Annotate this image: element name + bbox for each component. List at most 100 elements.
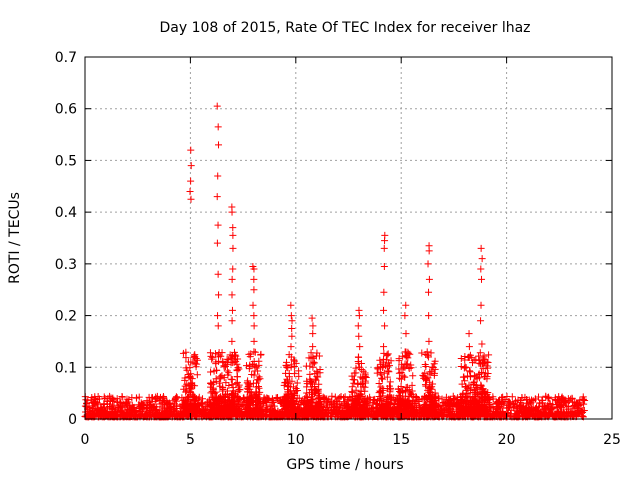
x-tick-label: 25 bbox=[603, 432, 621, 448]
data-point bbox=[377, 360, 385, 368]
data-point bbox=[419, 410, 427, 418]
data-point bbox=[457, 354, 465, 362]
data-point bbox=[479, 394, 487, 402]
data-point bbox=[348, 392, 356, 400]
data-point bbox=[357, 387, 365, 395]
data-point bbox=[123, 395, 131, 403]
data-point bbox=[191, 353, 199, 361]
data-point bbox=[284, 393, 292, 401]
data-point bbox=[155, 412, 163, 420]
data-point bbox=[223, 387, 231, 395]
data-point bbox=[479, 354, 487, 362]
data-points bbox=[81, 102, 589, 421]
data-point bbox=[142, 405, 150, 413]
data-point bbox=[147, 411, 155, 419]
data-point bbox=[114, 403, 122, 411]
data-point bbox=[539, 396, 547, 404]
data-point bbox=[424, 260, 432, 268]
data-point bbox=[130, 404, 138, 412]
data-point bbox=[352, 364, 360, 372]
data-point bbox=[143, 397, 151, 405]
data-point bbox=[403, 397, 411, 405]
data-point bbox=[424, 353, 432, 361]
data-point bbox=[214, 322, 222, 330]
data-point bbox=[224, 356, 232, 364]
data-point bbox=[255, 357, 263, 365]
data-point bbox=[214, 123, 222, 131]
data-point bbox=[423, 351, 431, 359]
data-point bbox=[384, 350, 392, 358]
data-point bbox=[566, 409, 574, 417]
x-tick-label: 20 bbox=[498, 432, 516, 448]
data-point bbox=[249, 379, 257, 387]
data-point bbox=[91, 398, 99, 406]
data-point bbox=[118, 408, 126, 416]
data-point bbox=[516, 402, 524, 410]
data-point bbox=[349, 376, 357, 384]
data-point bbox=[385, 368, 393, 376]
data-point bbox=[427, 392, 435, 400]
data-point bbox=[396, 374, 404, 382]
data-point bbox=[287, 343, 295, 351]
data-point bbox=[225, 369, 233, 377]
data-point bbox=[498, 411, 506, 419]
data-point bbox=[383, 373, 391, 381]
data-point bbox=[383, 351, 391, 359]
data-point bbox=[485, 351, 493, 359]
data-point bbox=[375, 380, 383, 388]
data-point bbox=[330, 403, 338, 411]
plot-frame bbox=[84, 56, 613, 420]
data-point bbox=[477, 301, 485, 309]
data-point bbox=[323, 398, 331, 406]
data-point bbox=[430, 369, 438, 377]
data-point bbox=[558, 400, 566, 408]
data-point bbox=[454, 394, 462, 402]
y-tick-label: 0.3 bbox=[55, 257, 77, 273]
data-point bbox=[357, 373, 365, 381]
data-point bbox=[309, 322, 317, 330]
data-point bbox=[361, 372, 369, 380]
x-axis-label: GPS time / hours bbox=[286, 457, 403, 473]
data-point bbox=[160, 398, 168, 406]
data-point bbox=[361, 383, 369, 391]
data-point bbox=[251, 348, 259, 356]
data-point bbox=[115, 404, 123, 412]
x-tick-labels: 0 5 10 15 20 25 bbox=[81, 432, 621, 448]
data-point bbox=[187, 146, 195, 154]
data-point bbox=[104, 412, 112, 420]
data-point bbox=[387, 384, 395, 392]
data-point bbox=[426, 378, 434, 386]
data-point bbox=[152, 393, 160, 401]
data-point bbox=[288, 332, 296, 340]
data-point bbox=[179, 396, 187, 404]
x-tick-label: 0 bbox=[81, 432, 90, 448]
data-point bbox=[190, 352, 198, 360]
data-point bbox=[283, 408, 291, 416]
data-point bbox=[535, 407, 543, 415]
data-point bbox=[303, 400, 311, 408]
data-point bbox=[437, 405, 445, 413]
data-point bbox=[397, 369, 405, 377]
data-point bbox=[287, 301, 295, 309]
data-point bbox=[466, 367, 474, 375]
data-point bbox=[232, 409, 240, 417]
data-point bbox=[213, 239, 221, 247]
data-point bbox=[334, 395, 342, 403]
data-point bbox=[214, 270, 222, 278]
data-point bbox=[215, 141, 223, 149]
data-point bbox=[504, 410, 512, 418]
data-point bbox=[193, 407, 201, 415]
data-point bbox=[312, 407, 320, 415]
data-point bbox=[508, 393, 516, 401]
data-point bbox=[284, 409, 292, 417]
data-point bbox=[352, 386, 360, 394]
data-point bbox=[305, 407, 313, 415]
data-point bbox=[288, 390, 296, 398]
data-point bbox=[315, 380, 323, 388]
data-point bbox=[183, 408, 191, 416]
y-tick-labels: 0 0.1 0.2 0.3 0.4 0.5 0.6 0.7 bbox=[55, 50, 77, 428]
data-point bbox=[394, 403, 402, 411]
data-point bbox=[354, 322, 362, 330]
data-point bbox=[116, 407, 124, 415]
data-point bbox=[199, 408, 207, 416]
